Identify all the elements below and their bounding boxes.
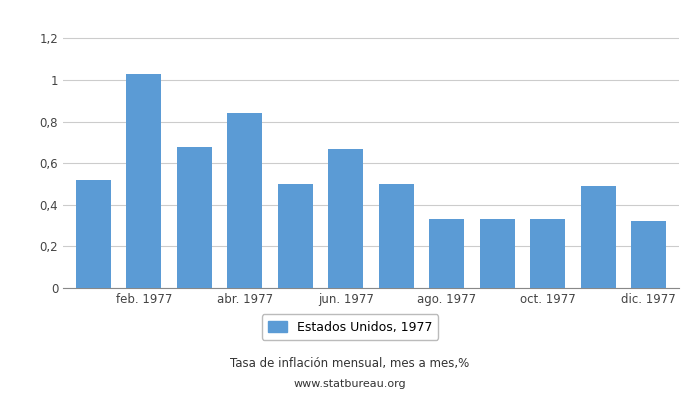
Text: Tasa de inflación mensual, mes a mes,%: Tasa de inflación mensual, mes a mes,% — [230, 358, 470, 370]
Legend: Estados Unidos, 1977: Estados Unidos, 1977 — [262, 314, 438, 340]
Bar — [176, 146, 212, 288]
Bar — [580, 186, 616, 288]
Bar — [379, 184, 414, 288]
Bar — [429, 219, 464, 288]
Text: www.statbureau.org: www.statbureau.org — [294, 379, 406, 389]
Bar — [480, 219, 515, 288]
Bar — [278, 184, 313, 288]
Bar — [631, 222, 666, 288]
Bar — [126, 74, 162, 288]
Bar — [227, 113, 262, 288]
Bar — [328, 149, 363, 288]
Bar — [530, 219, 566, 288]
Bar — [76, 180, 111, 288]
